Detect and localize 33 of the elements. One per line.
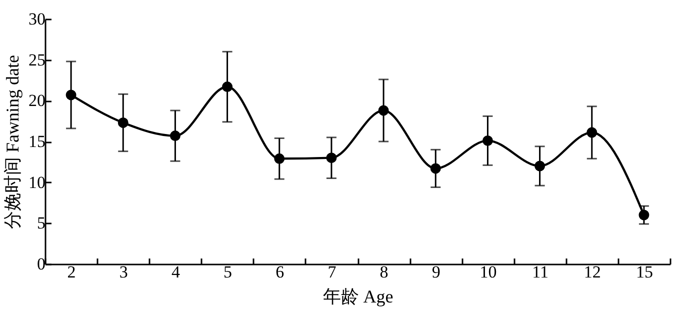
point [638,210,650,220]
x-tick-label: 10 [480,262,497,282]
point [170,130,180,142]
point [482,135,493,146]
y-tick-label: 10 [28,172,46,192]
x-tick-label: 8 [380,262,388,282]
x-tick-label: 9 [432,262,440,282]
x-tick-label: 4 [171,262,180,282]
y-tick-label: 0 [37,254,46,274]
x-tick-label: 7 [328,262,337,282]
point [274,153,285,164]
point [66,90,76,100]
point [378,105,389,116]
y-tick-label: 5 [37,214,46,233]
point [222,82,233,92]
x-tick-label: 5 [224,262,232,282]
y-tick-label: 20 [28,91,46,110]
x-tick-label: 3 [119,262,128,282]
x-tick-label: 15 [636,262,653,282]
x-tick-label: 12 [584,262,601,282]
x-tick-label: 2 [67,262,76,282]
x-tick-label: 6 [276,262,284,282]
point [118,117,128,128]
point [326,152,337,164]
point [534,160,546,172]
point [586,127,598,138]
x-tick-label: 11 [532,262,548,282]
y-axis-title: 分娩时间 Fawning date [2,55,22,229]
y-tick-label: 30 [28,10,46,28]
y-tick-label: 25 [28,50,46,70]
y-tick-label: 15 [28,132,46,151]
point [430,163,441,174]
x-axis-title: 年龄 Age [322,286,394,306]
